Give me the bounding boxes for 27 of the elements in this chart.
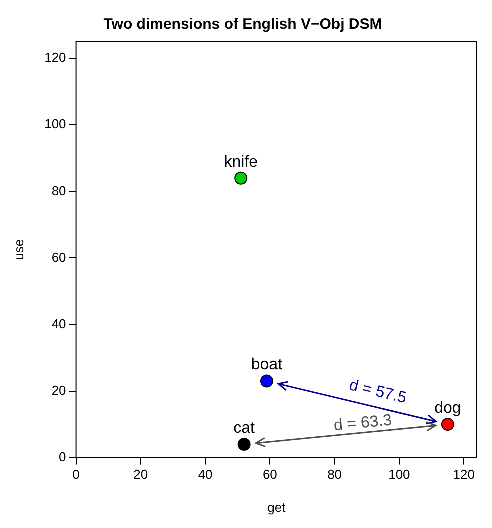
y-tick-label: 80 [52,183,66,198]
x-tick-label: 100 [388,467,410,482]
chart-title: Two dimensions of English V−Obj DSM [104,16,382,34]
point [260,374,274,388]
point [238,438,251,451]
x-tick-label: 20 [134,467,148,482]
point [441,418,454,432]
y-tick-label: 40 [52,316,66,332]
point [234,172,248,185]
y-tick-label: 60 [52,250,66,265]
series-label: cat [234,420,256,437]
x-tick-label: 120 [453,467,475,482]
x-tick-label: 60 [262,467,278,482]
y-tick-label: 100 [44,116,66,132]
y-tick-label: 20 [52,382,66,398]
series-label: dog [434,400,462,417]
y-tick-label: 0 [59,449,66,464]
y-tick-label: 120 [44,50,66,66]
y-axis-title: use [11,239,26,260]
x-axis-title: get [268,500,286,515]
x-tick-label: 0 [72,467,80,482]
annotation: d = 57.5 [348,377,408,408]
series-label: knife [224,154,258,171]
series-label: boat [251,356,284,374]
annotation: d = 63.3 [333,412,393,435]
x-tick-label: 80 [328,467,342,482]
x-tick-label: 40 [198,467,213,482]
